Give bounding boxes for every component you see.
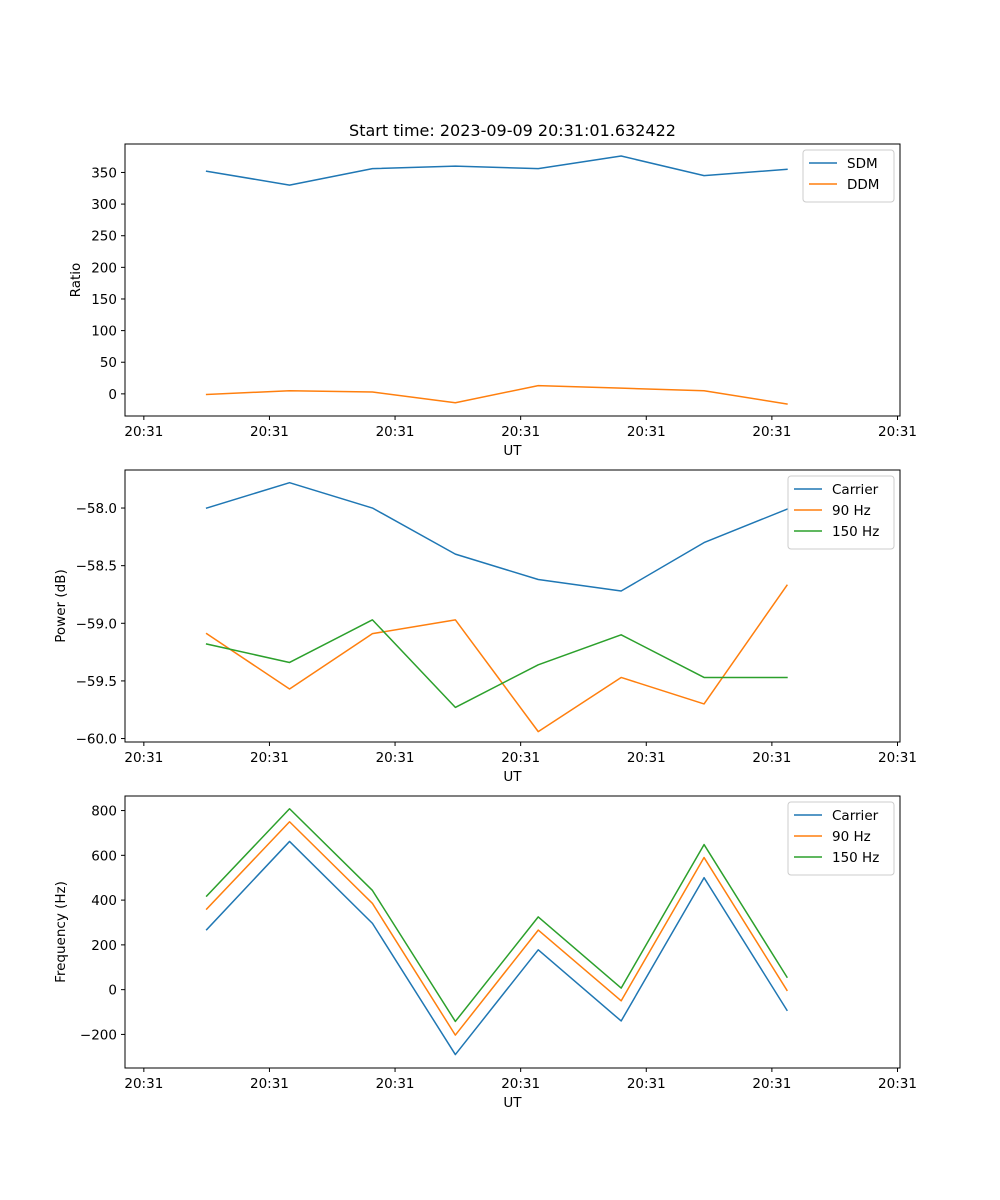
y-tick-label: 600 xyxy=(91,848,117,864)
x-tick-label: 20:31 xyxy=(124,424,163,440)
x-tick-label: 20:31 xyxy=(376,424,415,440)
y-tick-label: 800 xyxy=(91,804,117,820)
y-tick-label: −59.5 xyxy=(76,674,117,690)
x-tick-label: 20:31 xyxy=(878,424,917,440)
x-tick-label: 20:31 xyxy=(627,424,666,440)
x-tick-label: 20:31 xyxy=(878,750,917,766)
axes-frame xyxy=(124,795,901,1069)
axes-frame xyxy=(124,469,901,743)
y-tick-label: −58.0 xyxy=(76,501,117,517)
series-line-150-hz xyxy=(205,808,788,1023)
x-tick-label: 20:31 xyxy=(250,750,289,766)
x-tick-label: 20:31 xyxy=(250,1076,289,1092)
y-tick-label: 50 xyxy=(100,355,117,371)
y-tick-label: 250 xyxy=(91,229,117,245)
y-tick-label: −60.0 xyxy=(76,732,117,748)
y-tick-label: −58.5 xyxy=(76,559,117,575)
x-tick-label: 20:31 xyxy=(627,1076,666,1092)
y-axis-label: Frequency (Hz) xyxy=(53,881,69,983)
legend-label: DDM xyxy=(847,177,879,193)
legend-label: 150 Hz xyxy=(832,850,879,866)
y-tick-label: 400 xyxy=(91,893,117,909)
x-axis-label: UT xyxy=(503,443,522,459)
y-tick-label: 200 xyxy=(91,260,117,276)
x-tick-label: 20:31 xyxy=(376,750,415,766)
x-tick-label: 20:31 xyxy=(501,750,540,766)
legend-label: Carrier xyxy=(832,482,879,498)
legend: SDM DDM xyxy=(802,149,895,203)
x-tick-label: 20:31 xyxy=(752,424,791,440)
x-tick-label: 20:31 xyxy=(124,750,163,766)
series-line-ddm xyxy=(205,384,788,405)
x-tick-label: 20:31 xyxy=(124,1076,163,1092)
x-tick-label: 20:31 xyxy=(878,1076,917,1092)
y-tick-label: 0 xyxy=(108,387,117,403)
y-tick-label: 100 xyxy=(91,324,117,340)
series-line-150-hz xyxy=(205,619,788,709)
chart-panel-3: 20:3120:3120:3120:3120:3120:3120:3120:32… xyxy=(53,795,917,1111)
chart-panel-1: 20:3120:3120:3120:3120:3120:3120:3120:32… xyxy=(68,121,917,459)
x-axis-label: UT xyxy=(503,1095,522,1111)
y-axis-label: Ratio xyxy=(68,263,84,298)
y-tick-label: 350 xyxy=(91,165,117,181)
series-line-carrier xyxy=(205,481,788,592)
series-line-90-hz xyxy=(205,820,788,1036)
x-tick-label: 20:31 xyxy=(752,750,791,766)
legend: Carrier 90 Hz 150 Hz xyxy=(787,801,895,876)
panels: 20:3120:3120:3120:3120:3120:3120:3120:32… xyxy=(53,121,917,1111)
series-line-carrier xyxy=(205,840,788,1056)
x-tick-label: 20:31 xyxy=(501,1076,540,1092)
series-line-sdm xyxy=(205,155,788,186)
legend: Carrier 90 Hz 150 Hz xyxy=(787,475,895,550)
y-tick-label: 300 xyxy=(91,197,117,213)
x-tick-label: 20:31 xyxy=(627,750,666,766)
legend-label: 90 Hz xyxy=(832,829,871,845)
y-tick-label: −59.0 xyxy=(76,616,117,632)
series-line-90-hz xyxy=(205,584,788,733)
y-tick-label: 200 xyxy=(91,938,117,954)
x-tick-label: 20:31 xyxy=(501,424,540,440)
axes-frame xyxy=(124,143,901,417)
y-tick-label: 0 xyxy=(108,983,117,999)
x-axis-label: UT xyxy=(503,769,522,785)
legend-label: Carrier xyxy=(832,808,879,824)
legend-label: 150 Hz xyxy=(832,524,879,540)
x-tick-label: 20:31 xyxy=(752,1076,791,1092)
legend-label: SDM xyxy=(847,156,878,172)
x-tick-label: 20:31 xyxy=(376,1076,415,1092)
y-tick-label: −200 xyxy=(80,1027,117,1043)
y-tick-label: 150 xyxy=(91,292,117,308)
chart-panel-2: 20:3120:3120:3120:3120:3120:3120:3120:32… xyxy=(53,469,917,785)
x-tick-label: 20:31 xyxy=(250,424,289,440)
chart-title: Start time: 2023-09-09 20:31:01.632422 xyxy=(349,121,676,140)
y-axis-label: Power (dB) xyxy=(53,569,69,642)
legend-label: 90 Hz xyxy=(832,503,871,519)
